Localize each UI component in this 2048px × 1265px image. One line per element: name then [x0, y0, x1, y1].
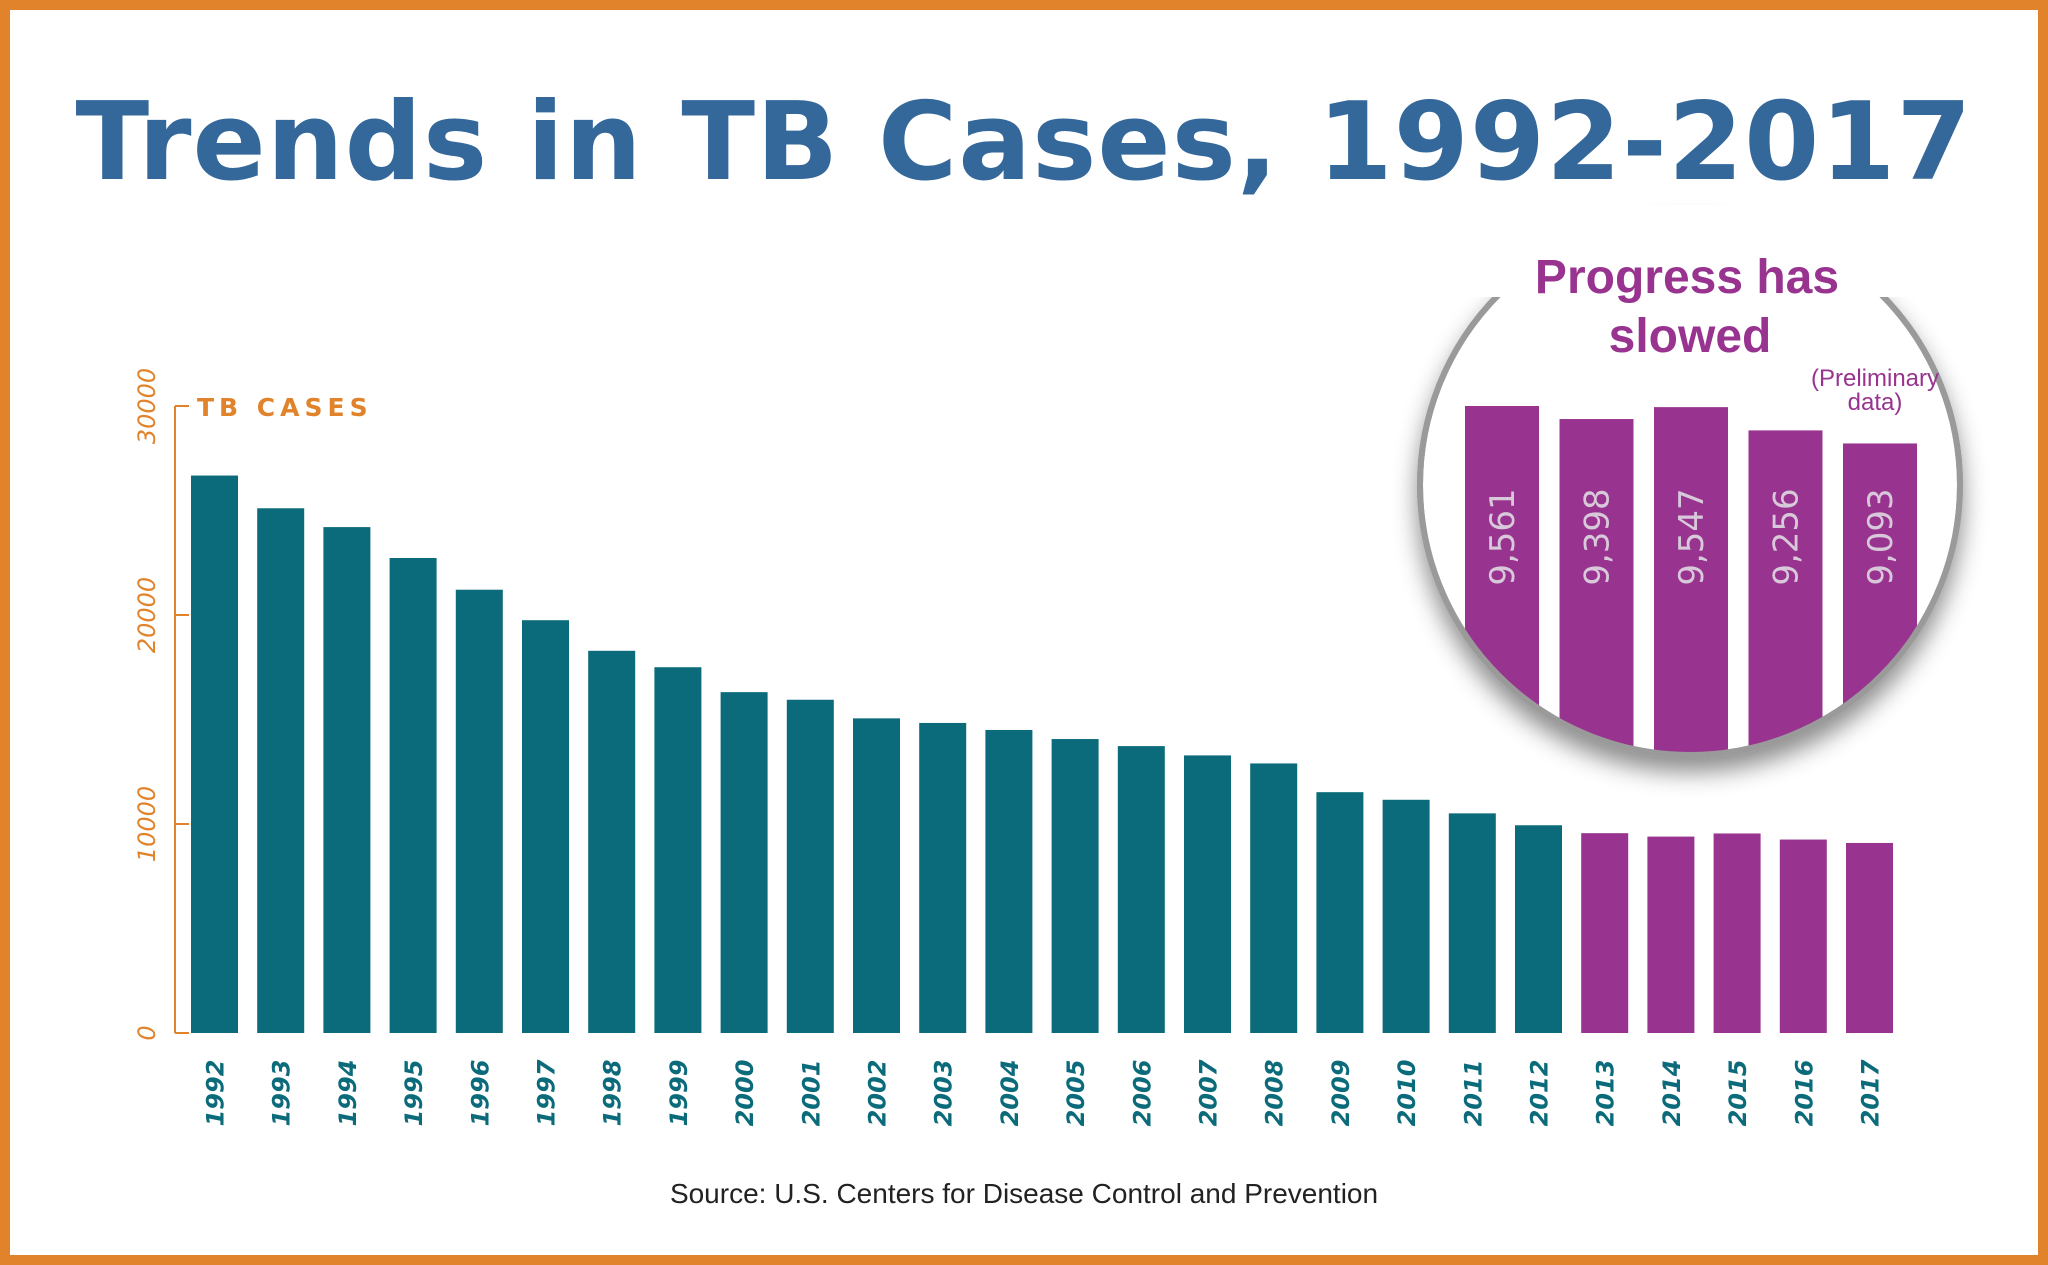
inset-bar-label: 9,561 [1483, 488, 1523, 585]
chart-title: Trends in TB Cases, 1992-2017 [75, 80, 1973, 205]
bar-1998 [588, 650, 636, 1033]
x-axis-labels: 1992 1993 1994 1995 1996 1997 1998 1999 2000 2001… [202, 1059, 1885, 1126]
bars [191, 475, 1893, 1034]
bar-1995 [389, 558, 437, 1033]
y-axis: 0 10000 20000 30000 TB CASES [133, 368, 373, 1041]
bar-2009 [1316, 792, 1364, 1033]
x-tick-label: 2015 [1724, 1060, 1752, 1127]
x-tick-label: 2008 [1261, 1060, 1289, 1127]
bar-2008 [1250, 763, 1298, 1033]
x-tick-label: 2010 [1393, 1060, 1421, 1127]
x-tick-label: 1995 [400, 1060, 428, 1127]
bar-1997 [522, 620, 569, 1033]
bar-2006 [1117, 746, 1165, 1033]
bar-2002 [853, 718, 900, 1033]
y-tick-label: 30000 [133, 368, 161, 444]
x-tick-label: 2000 [731, 1060, 759, 1127]
bar-2007 [1184, 755, 1231, 1033]
inset-bar-1 [1559, 419, 1634, 755]
inset-bar-label: 9,547 [1672, 488, 1712, 585]
bar-2011 [1448, 813, 1496, 1033]
inset-bars [1465, 406, 1917, 755]
source-note: Source: U.S. Centers for Disease Control… [669, 1178, 1379, 1209]
x-tick-label: 1997 [533, 1059, 561, 1126]
bar-2015 [1713, 833, 1761, 1033]
inset-title-line1: Progress has [1535, 251, 1839, 304]
bar-2014 [1647, 836, 1695, 1033]
bar-2001 [786, 699, 834, 1033]
bar-1993 [257, 508, 305, 1034]
x-tick-label: 2014 [1658, 1060, 1686, 1127]
bar-2012 [1515, 825, 1562, 1033]
x-tick-label: 2005 [1062, 1060, 1090, 1127]
bar-2004 [985, 729, 1033, 1033]
x-tick-label: 1994 [334, 1060, 362, 1127]
y-tick-label: 0 [133, 1025, 161, 1040]
bar-1994 [323, 527, 371, 1033]
x-tick-label: 2016 [1790, 1060, 1818, 1127]
inset-title-line2: slowed [1609, 310, 1772, 363]
bar-2005 [1051, 739, 1099, 1033]
x-tick-label: 1999 [665, 1060, 693, 1127]
x-tick-label: 2003 [930, 1060, 958, 1127]
inset-note-line1: (Preliminary [1811, 365, 1939, 392]
y-axis-title: TB CASES [197, 393, 373, 422]
y-tick-label: 10000 [133, 786, 161, 862]
inset-bar-label: 9,398 [1578, 488, 1618, 585]
inset-bar-label: 9,093 [1861, 488, 1901, 585]
bar-2016 [1779, 839, 1827, 1033]
inset-bar-2 [1654, 407, 1728, 755]
x-tick-label: 2012 [1526, 1060, 1554, 1127]
bar-2010 [1382, 799, 1430, 1033]
bar-2003 [919, 722, 967, 1033]
x-tick-label: 1992 [202, 1060, 230, 1127]
bar-1992 [191, 475, 238, 1033]
y-tick-label: 20000 [133, 577, 161, 653]
x-tick-label: 2011 [1459, 1060, 1487, 1127]
bar-2013 [1581, 833, 1629, 1033]
x-tick-label: 2004 [996, 1060, 1024, 1127]
x-tick-label: 2017 [1857, 1059, 1885, 1126]
x-tick-label: 1998 [599, 1060, 627, 1127]
x-tick-label: 2013 [1592, 1060, 1620, 1127]
bar-1996 [455, 589, 503, 1033]
x-tick-label: 2007 [1195, 1059, 1223, 1126]
inset-bar-label: 9,256 [1767, 488, 1807, 585]
inset-note-line2: data) [1848, 389, 1903, 416]
bar-1999 [654, 667, 702, 1033]
x-tick-label: 2009 [1327, 1060, 1355, 1127]
inset-magnifier: 9,561 9,398 9,547 9,256 9,093 Progress has slo… [1410, 205, 1970, 758]
x-tick-label: 1996 [466, 1060, 494, 1127]
inset-bar-0 [1465, 406, 1539, 755]
inset-rim-cover [1410, 205, 1970, 297]
x-tick-label: 1993 [268, 1060, 296, 1127]
x-tick-label: 2002 [864, 1060, 892, 1127]
inset-bar-3 [1748, 430, 1823, 755]
x-tick-label: 2006 [1128, 1060, 1156, 1127]
bar-2017 [1846, 842, 1893, 1033]
x-tick-label: 2001 [797, 1060, 825, 1127]
bar-2000 [720, 692, 768, 1033]
